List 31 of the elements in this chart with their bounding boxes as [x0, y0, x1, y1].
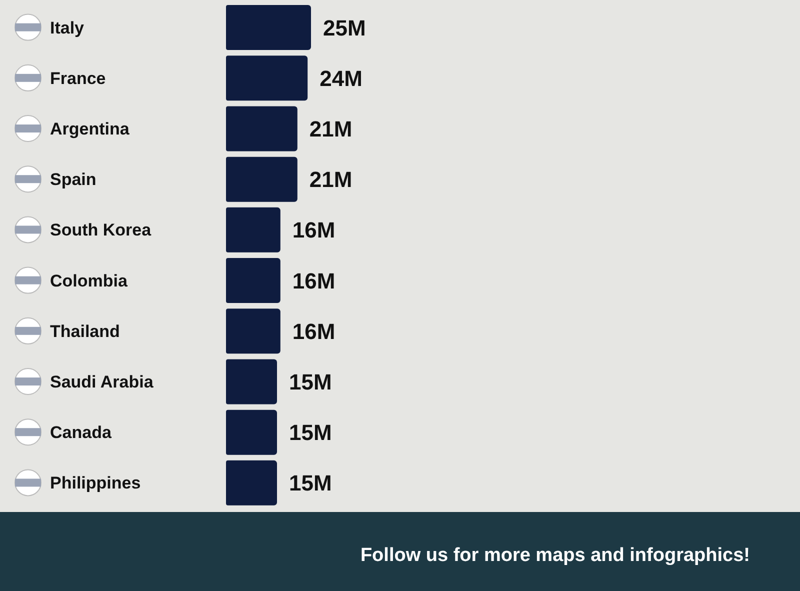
text: Follow us for more maps and infographics! [360, 544, 750, 566]
data-label: 21M [309, 167, 352, 192]
bar [226, 106, 298, 152]
data-label: 21M [309, 116, 352, 142]
data-label: 16M [292, 318, 336, 344]
bar [226, 207, 280, 252]
data-label: 16M [292, 268, 336, 294]
bar [226, 156, 298, 202]
data-label: 15M [289, 470, 332, 496]
y-tick-label: South Korea [50, 220, 152, 240]
bar [226, 308, 280, 354]
data-label: 25M [323, 15, 366, 40]
y-tick-label: Argentina [50, 120, 130, 138]
y-tick-label: Saudi Arabia [50, 372, 154, 392]
bar [226, 460, 277, 506]
y-tick-label: Canada [50, 423, 112, 442]
bar [226, 56, 308, 101]
bar [226, 258, 280, 304]
y-tick-label: Italy [50, 18, 85, 38]
y-tick-label: France [50, 68, 106, 88]
data-label: 15M [289, 370, 332, 395]
data-label: 24M [320, 66, 362, 91]
y-tick-label: Spain [50, 170, 96, 190]
bar [226, 359, 277, 404]
y-tick-label: Philippines [50, 474, 141, 493]
y-tick-label: Thailand [50, 322, 120, 341]
data-label: 15M [289, 420, 332, 446]
bar [226, 410, 277, 455]
data-label: 16M [292, 218, 336, 243]
bar [226, 5, 311, 50]
y-tick-label: Colombia [50, 271, 128, 290]
